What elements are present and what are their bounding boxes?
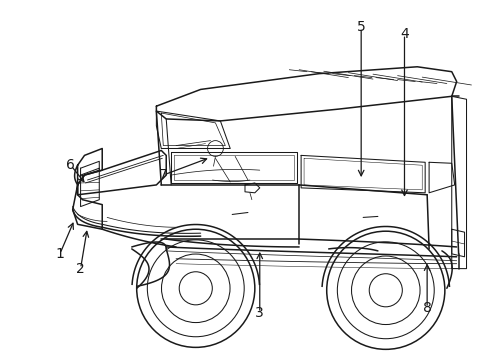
Text: 6: 6 bbox=[66, 158, 75, 172]
Text: 2: 2 bbox=[76, 262, 85, 276]
Text: 3: 3 bbox=[255, 306, 264, 320]
Text: 8: 8 bbox=[422, 301, 431, 315]
Text: 1: 1 bbox=[55, 247, 64, 261]
Text: 7: 7 bbox=[159, 168, 167, 182]
Text: 4: 4 bbox=[399, 27, 408, 41]
Text: 5: 5 bbox=[356, 21, 365, 35]
